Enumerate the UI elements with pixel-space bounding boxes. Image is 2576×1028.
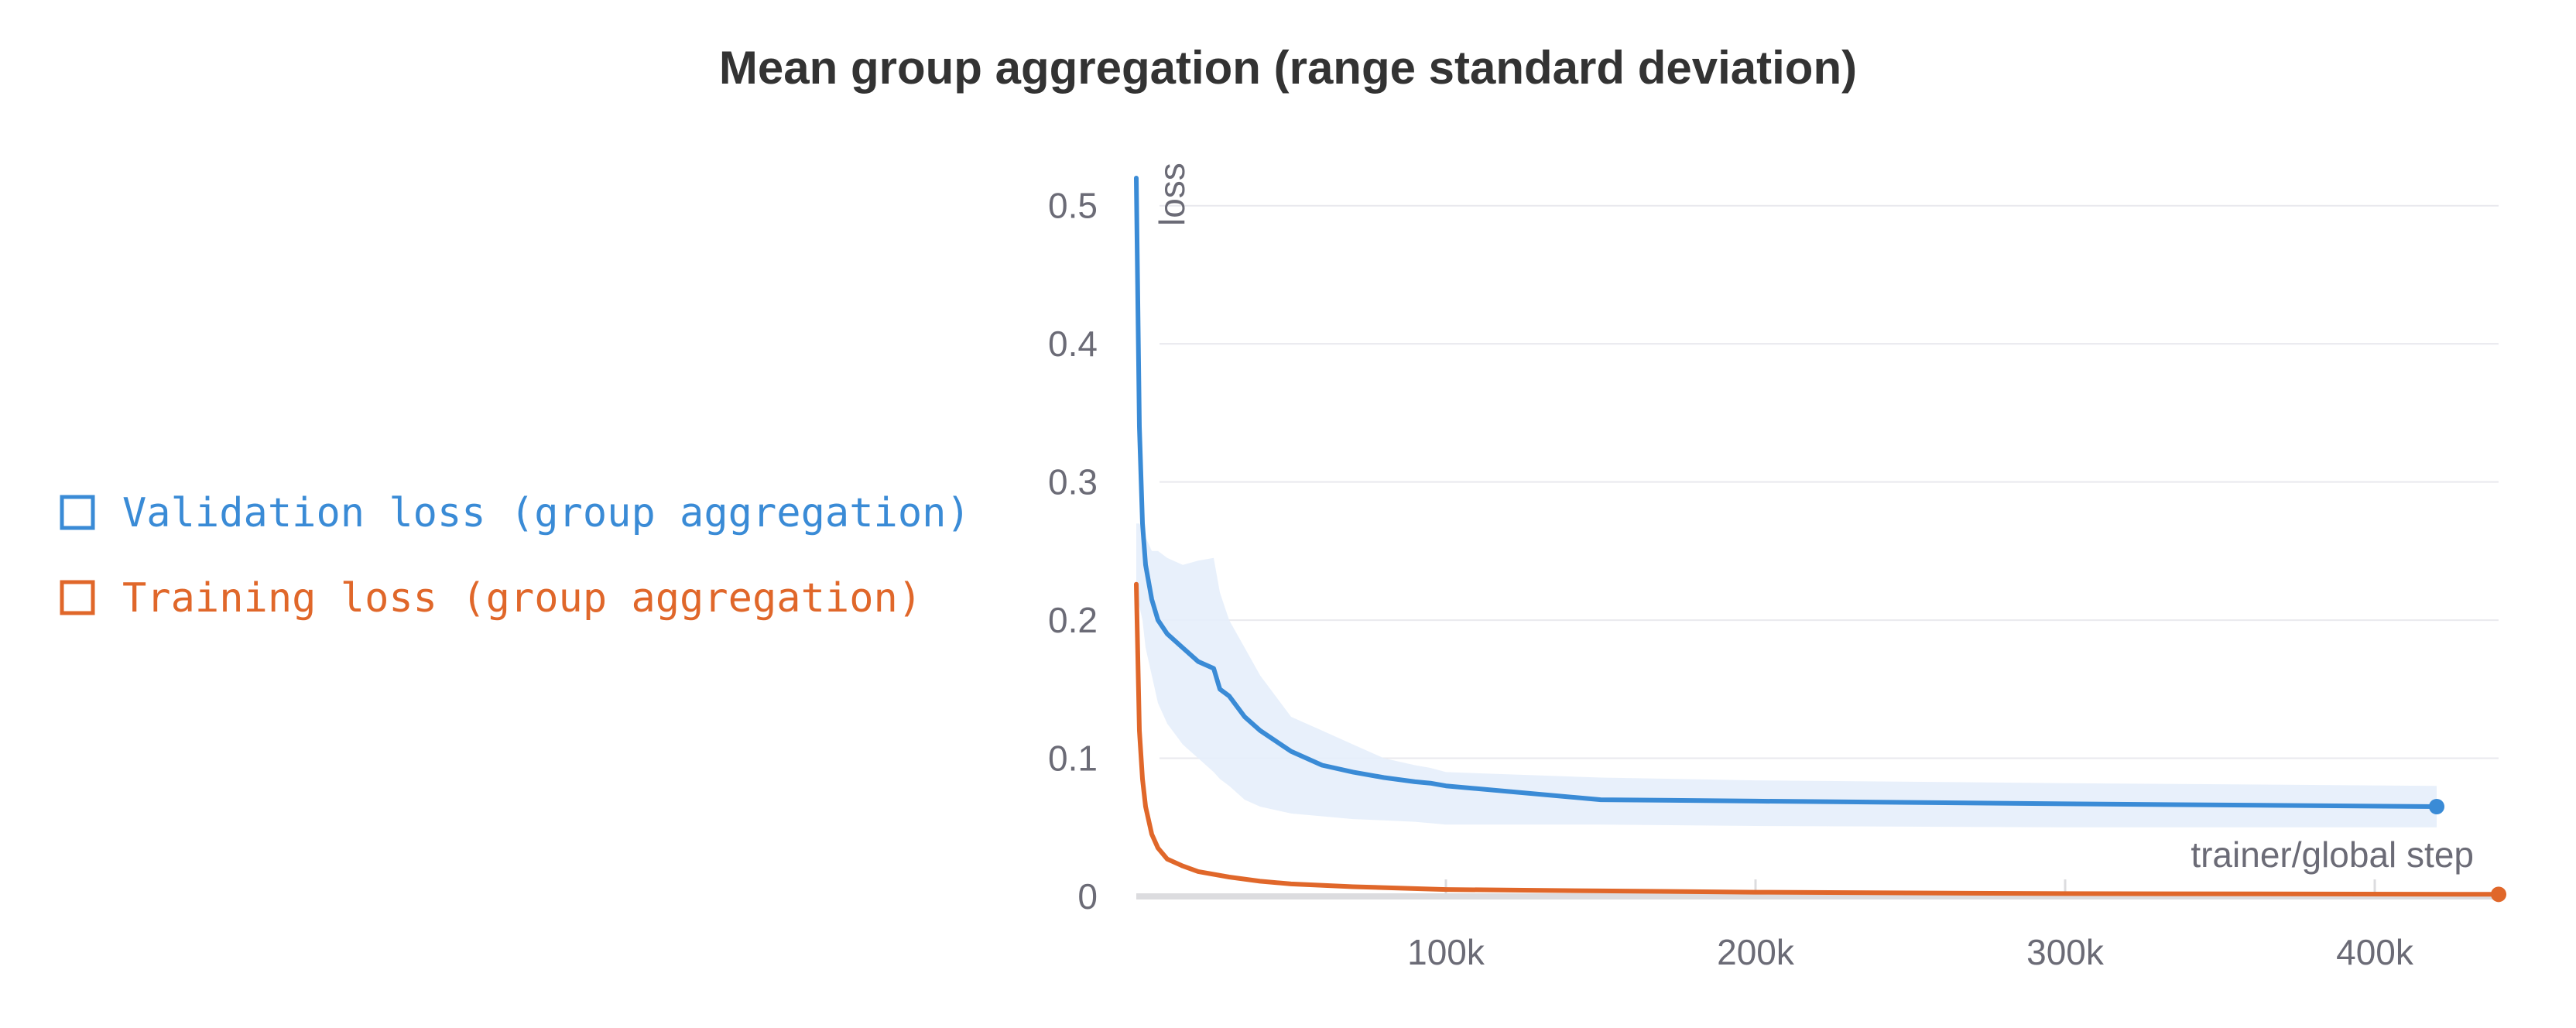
confidence-bands: [1136, 523, 2437, 828]
x-tick-label: 400k: [2336, 932, 2414, 972]
y-tick-label: 0.4: [1048, 324, 1098, 364]
legend-label: Validation loss (group aggregation): [122, 490, 971, 536]
y-tick-label: 0.5: [1048, 186, 1098, 226]
y-axis-title: loss: [1152, 163, 1192, 226]
x-tick-label: 300k: [2026, 932, 2105, 972]
x-tick-label: 200k: [1717, 932, 1795, 972]
x-axis-title: trainer/global step: [2191, 834, 2474, 875]
y-tick-label: 0: [1077, 876, 1098, 917]
series-band: [1136, 523, 2437, 828]
legend-swatch: [60, 580, 95, 615]
series-lines: [1134, 176, 2506, 903]
series-endpoint: [2491, 886, 2506, 903]
x-tick-label: 100k: [1407, 932, 1485, 972]
series-endpoint: [2429, 799, 2444, 814]
legend: Validation loss (group aggregation) Train…: [60, 490, 971, 622]
legend-label: Training loss (group aggregation): [122, 575, 922, 622]
y-tick-label: 0.1: [1048, 738, 1098, 779]
chart-title: Mean group aggregation (range standard d…: [719, 42, 1857, 94]
series-line: [1134, 176, 2439, 809]
y-tick-label: 0.3: [1048, 462, 1098, 502]
y-tick-label: 0.2: [1048, 600, 1098, 640]
y-tick-labels: 0 0.1 0.2 0.3 0.4 0.5: [1048, 186, 1098, 917]
gridlines: [1136, 204, 2499, 900]
x-tick-labels: 100k 200k 300k 400k: [1407, 879, 2414, 972]
series-line: [1134, 581, 2501, 897]
legend-swatch: [60, 495, 95, 530]
